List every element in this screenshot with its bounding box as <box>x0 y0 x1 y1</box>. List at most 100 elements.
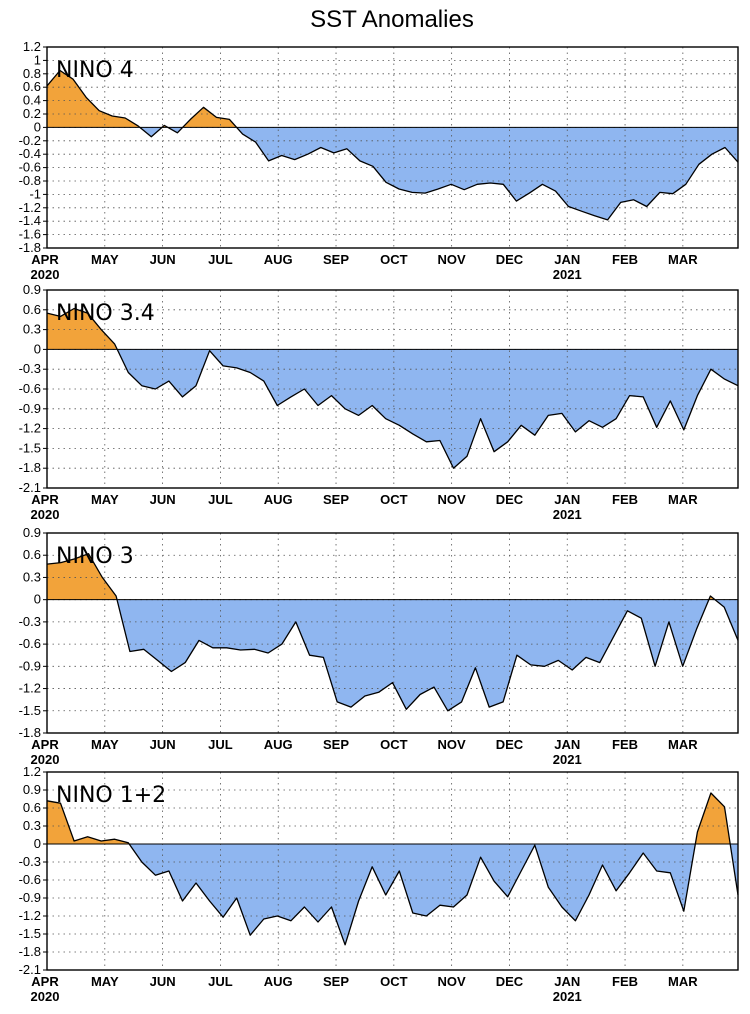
x-tick-label-aug: AUG <box>264 974 293 989</box>
positive-anomaly-area-2 <box>695 793 731 844</box>
y-tick-label: -2.1 <box>19 480 41 495</box>
panel-label: NINO 4 <box>56 58 134 83</box>
x-tick-label-nov: NOV <box>438 974 467 989</box>
x-tick-label-sep: SEP <box>323 252 349 267</box>
negative-anomaly-area-3 <box>167 127 183 133</box>
x-tick-label-dec: DEC <box>496 492 524 507</box>
negative-anomaly-area-5 <box>236 127 738 220</box>
y-tick-label: 0.6 <box>23 800 41 815</box>
x-tick-label-oct: OCT <box>380 492 408 507</box>
x-tick-label-mar: MAR <box>668 974 698 989</box>
y-tick-label: 1 <box>34 52 41 67</box>
y-tick-label: -0.6 <box>19 160 41 175</box>
y-tick-label: -1.6 <box>19 227 41 242</box>
y-tick-label: 0.3 <box>23 322 41 337</box>
y-tick-label: -0.2 <box>19 133 41 148</box>
x-tick-label-oct: OCT <box>380 737 408 752</box>
y-tick-label: -2.1 <box>19 962 41 977</box>
y-tick-label: -0.9 <box>19 890 41 905</box>
y-tick-label: -1 <box>29 186 41 201</box>
year-label-2021: 2021 <box>553 267 582 282</box>
panel-frame <box>46 771 739 971</box>
y-tick-label: -0.3 <box>19 614 41 629</box>
x-tick-label-may: MAY <box>91 492 119 507</box>
panel-frame <box>46 532 739 734</box>
y-tick-label: -1.2 <box>19 421 41 436</box>
y-tick-label: 0.3 <box>23 569 41 584</box>
year-label-2020: 2020 <box>31 267 60 282</box>
x-tick-label-may: MAY <box>91 252 119 267</box>
positive-anomaly-area-0 <box>47 800 130 844</box>
x-tick-label-may: MAY <box>91 974 119 989</box>
x-tick-label-jan: JAN <box>554 737 580 752</box>
x-tick-label-may: MAY <box>91 737 119 752</box>
y-tick-label: -1.8 <box>19 725 41 740</box>
y-tick-label: -0.3 <box>19 361 41 376</box>
y-tick-label: 0.6 <box>23 79 41 94</box>
x-tick-label-dec: DEC <box>496 252 524 267</box>
x-tick-label-mar: MAR <box>668 492 698 507</box>
x-tick-label-aug: AUG <box>264 252 293 267</box>
x-tick-label-dec: DEC <box>496 974 524 989</box>
anomaly-series-line <box>46 69 739 221</box>
year-label-2020: 2020 <box>31 989 60 1004</box>
negative-anomaly-area-1 <box>129 844 696 945</box>
x-tick-label-nov: NOV <box>438 737 467 752</box>
panel-label: NINO 3 <box>56 544 134 569</box>
x-tick-label-sep: SEP <box>323 974 349 989</box>
y-tick-label: -1.5 <box>19 440 41 455</box>
panel-1: 1.210.80.60.40.20-0.2-0.4-0.6-0.8-1-1.2-… <box>19 39 739 282</box>
x-tick-label-dec: DEC <box>496 737 524 752</box>
x-tick-label-jan: JAN <box>554 974 580 989</box>
x-tick-label-sep: SEP <box>323 492 349 507</box>
x-tick-label-feb: FEB <box>612 252 638 267</box>
y-tick-label: -0.6 <box>19 381 41 396</box>
x-tick-label-jul: JUL <box>208 252 233 267</box>
year-label-2020: 2020 <box>31 507 60 522</box>
x-tick-label-aug: AUG <box>264 737 293 752</box>
y-tick-label: 0 <box>34 341 41 356</box>
figure-title: SST Anomalies <box>310 6 474 33</box>
x-tick-label-jul: JUL <box>208 737 233 752</box>
positive-anomaly-area-0 <box>47 70 140 128</box>
x-tick-label-mar: MAR <box>668 252 698 267</box>
x-tick-label-oct: OCT <box>380 974 408 989</box>
x-tick-label-jun: JUN <box>150 252 176 267</box>
x-tick-label-aug: AUG <box>264 492 293 507</box>
panel-label: NINO 1+2 <box>56 783 166 808</box>
x-tick-label-nov: NOV <box>438 492 467 507</box>
year-label-2021: 2021 <box>553 507 582 522</box>
negative-anomaly-area-3 <box>715 599 738 641</box>
x-tick-label-apr: APR <box>31 974 59 989</box>
x-tick-label-jun: JUN <box>150 974 176 989</box>
y-tick-label: 1.2 <box>23 764 41 779</box>
y-tick-label: -0.9 <box>19 658 41 673</box>
x-tick-label-mar: MAR <box>668 737 698 752</box>
y-tick-label: 0.3 <box>23 818 41 833</box>
y-tick-label: 0 <box>34 119 41 134</box>
x-tick-label-jan: JAN <box>554 252 580 267</box>
x-tick-label-apr: APR <box>31 492 59 507</box>
x-tick-label-apr: APR <box>31 252 59 267</box>
year-label-2021: 2021 <box>553 989 582 1004</box>
year-label-2020: 2020 <box>31 752 60 767</box>
y-tick-label: 0.6 <box>23 547 41 562</box>
x-tick-label-feb: FEB <box>612 492 638 507</box>
y-tick-label: 1.2 <box>23 39 41 54</box>
y-tick-label: -0.6 <box>19 872 41 887</box>
x-tick-label-feb: FEB <box>612 737 638 752</box>
y-tick-label: 0.9 <box>23 282 41 297</box>
y-tick-label: 0.9 <box>23 525 41 540</box>
positive-anomaly-area-0 <box>47 308 118 350</box>
y-tick-label: -1.8 <box>19 240 41 255</box>
panel-4: 1.2 0.9 0.6 0.3 0 -0.3 -0.6 -0.9 -1.2 -1.5 -1.8 -2.… <box>19 764 739 1004</box>
y-tick-label: -0.3 <box>19 854 41 869</box>
y-tick-label: -1.8 <box>19 460 41 475</box>
anomaly-series-line <box>46 553 739 712</box>
panel-2: 0.9 0.6 0.3 0 -0.3 -0.6 -0.9 -1.2 -1.5 -1.8 -2.1AP… <box>19 282 739 522</box>
x-tick-label-jun: JUN <box>150 492 176 507</box>
negative-anomaly-area-1 <box>117 599 709 711</box>
panel-label: NINO 3.4 <box>56 301 155 326</box>
